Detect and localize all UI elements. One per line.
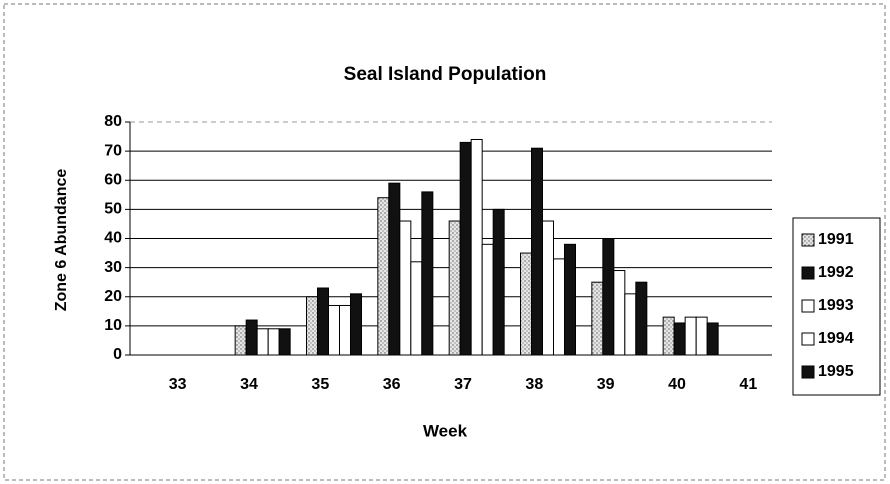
- legend-label: 1992: [818, 264, 854, 281]
- legend-label: 1991: [818, 231, 854, 248]
- y-tick-label: 0: [113, 346, 122, 363]
- bar: [673, 322, 686, 356]
- legend-label: 1993: [818, 297, 854, 314]
- bar: [624, 293, 637, 356]
- bar: [245, 319, 258, 356]
- legend-swatch: [801, 266, 815, 280]
- bar: [399, 220, 412, 356]
- bar: [377, 197, 390, 356]
- x-tick-label: 40: [668, 376, 686, 393]
- bar: [520, 252, 532, 356]
- y-tick-label: 60: [104, 171, 122, 188]
- bar: [695, 316, 708, 356]
- bar: [553, 258, 565, 356]
- y-tick-label: 10: [104, 317, 122, 334]
- legend-swatch: [801, 332, 815, 346]
- bar: [448, 220, 461, 356]
- x-tick-label: 41: [739, 376, 757, 393]
- bar: [410, 261, 423, 356]
- bar: [591, 281, 604, 356]
- x-tick-label: 34: [240, 376, 258, 393]
- y-tick-label: 40: [104, 230, 122, 247]
- bar: [328, 304, 340, 356]
- bar: [317, 287, 329, 356]
- x-tick-label: 35: [311, 376, 329, 393]
- y-tick-label: 20: [104, 288, 122, 305]
- bar: [470, 138, 483, 356]
- legend-label: 1994: [818, 330, 854, 347]
- bar: [602, 238, 615, 356]
- bar: [662, 316, 675, 356]
- bar: [542, 220, 554, 356]
- bar: [684, 316, 697, 356]
- x-axis-label: Week: [423, 421, 468, 440]
- bar: [306, 296, 318, 356]
- bar: [388, 182, 401, 356]
- legend-swatch: [801, 365, 815, 379]
- bar: [278, 328, 291, 356]
- x-tick-label: 39: [597, 376, 615, 393]
- bar: [564, 243, 576, 356]
- bar: [531, 147, 543, 356]
- y-tick-label: 70: [104, 142, 122, 159]
- bar: [459, 141, 472, 356]
- x-tick-label: 36: [383, 376, 401, 393]
- legend-label: 1995: [818, 363, 854, 380]
- bar: [350, 293, 362, 356]
- y-tick-label: 80: [104, 113, 122, 130]
- y-tick-label: 50: [104, 201, 122, 218]
- bar: [234, 325, 247, 356]
- x-tick-label: 33: [169, 376, 187, 393]
- legend-swatch: [801, 299, 815, 313]
- bar: [613, 270, 626, 356]
- y-tick-label: 30: [104, 259, 122, 276]
- bar: [267, 328, 280, 356]
- bar: [492, 208, 505, 356]
- x-tick-label: 38: [525, 376, 543, 393]
- bar: [481, 243, 494, 356]
- bar: [706, 322, 719, 356]
- bar: [421, 191, 434, 356]
- y-axis-label: Zone 6 Abundance: [53, 169, 70, 312]
- x-tick-label: 37: [454, 376, 472, 393]
- chart-border: [3, 3, 886, 481]
- bar: [339, 304, 351, 356]
- bar: [256, 328, 269, 356]
- legend-swatch: [801, 233, 815, 247]
- chart-title: Seal Island Population: [344, 64, 547, 85]
- bar: [635, 281, 648, 356]
